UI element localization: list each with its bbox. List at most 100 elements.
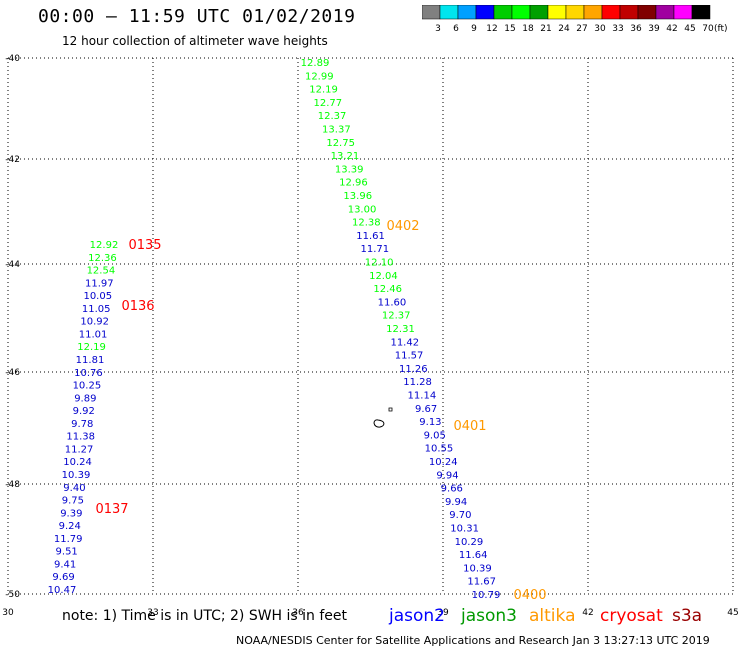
color-label: 42 xyxy=(666,24,677,34)
color-label: 6 xyxy=(453,24,459,34)
y-tick-label: -44 xyxy=(5,260,20,270)
swh-value: 12.89 xyxy=(301,58,330,69)
swh-value: 9.13 xyxy=(419,417,441,428)
legend-note: note: 1) Time is in UTC; 2) SWH is in fe… xyxy=(62,608,348,624)
swh-value: 11.64 xyxy=(459,550,488,561)
color-label: 27 xyxy=(576,24,587,34)
swh-value: 9.24 xyxy=(59,521,81,532)
swh-value: 9.94 xyxy=(436,470,458,481)
x-tick-label: 45 xyxy=(727,608,738,618)
color-label: 36 xyxy=(630,24,642,34)
color-label: 39 xyxy=(648,24,660,34)
swh-value: 11.79 xyxy=(54,534,83,545)
map-subtitle: 12 hour collection of altimeter wave hei… xyxy=(62,34,328,48)
color-swatch xyxy=(673,5,693,20)
color-label: 45 xyxy=(684,24,695,34)
color-swatch xyxy=(691,5,711,20)
footer-credit: NOAA/NESDIS Center for Satellite Applica… xyxy=(236,634,710,647)
swh-value: 12.19 xyxy=(309,85,338,96)
swh-value: 11.26 xyxy=(399,364,428,375)
color-swatch xyxy=(529,5,549,20)
color-label: 15 xyxy=(504,24,515,34)
swh-value: 9.92 xyxy=(73,406,95,417)
swh-value: 13.21 xyxy=(331,151,360,162)
color-swatch xyxy=(439,5,459,20)
swh-value: 9.66 xyxy=(441,484,463,495)
swh-value: 10.76 xyxy=(74,368,103,379)
pass-time-label: 0136 xyxy=(121,299,154,314)
swh-value: 11.42 xyxy=(390,337,419,348)
swh-value: 11.28 xyxy=(403,377,432,388)
color-unit: (ft) xyxy=(714,24,728,34)
swh-value: 12.99 xyxy=(305,71,334,82)
y-tick-label: -50 xyxy=(5,590,20,600)
swh-value: 9.41 xyxy=(54,559,76,570)
color-label: 18 xyxy=(522,24,534,34)
swh-value: 12.96 xyxy=(339,178,368,189)
swh-value: 11.60 xyxy=(378,297,407,308)
swh-value: 11.27 xyxy=(65,444,94,455)
color-swatch xyxy=(422,5,441,20)
swh-value: 9.39 xyxy=(60,508,82,519)
swh-value: 10.55 xyxy=(425,444,454,455)
swh-value: 10.79 xyxy=(472,590,501,601)
color-swatch xyxy=(493,5,513,20)
pass-time-label: 0402 xyxy=(386,219,419,234)
swh-value: 10.05 xyxy=(83,291,112,302)
swh-value: 12.36 xyxy=(88,253,117,264)
swh-value: 9.51 xyxy=(56,547,78,558)
island-outline xyxy=(373,407,393,428)
swh-value: 9.94 xyxy=(445,497,467,508)
color-label: 30 xyxy=(594,24,606,34)
swh-value: 11.57 xyxy=(395,351,424,362)
map-grid xyxy=(7,57,734,595)
color-label: 3 xyxy=(435,24,441,34)
y-tick-label: -48 xyxy=(5,480,20,490)
swh-value: 11.38 xyxy=(66,432,95,443)
pass-time-label: 0400 xyxy=(513,588,546,603)
color-swatch xyxy=(601,5,621,20)
swh-value: 10.29 xyxy=(455,537,484,548)
y-tick-label: -40 xyxy=(5,54,20,64)
pass-time-labels: 0402 0401 0400 0135 0136 0137 xyxy=(95,219,546,603)
color-scale-bar: 3 6 9 12 15 18 21 24 27 30 33 36 39 42 45 70 (ft) xyxy=(422,5,728,34)
swh-value: 10.39 xyxy=(463,563,492,574)
satellite-legend-cryosat: cryosat xyxy=(600,606,663,626)
satellite-legend-jason2: jason2 xyxy=(389,606,445,626)
swh-value: 9.05 xyxy=(424,430,446,441)
swh-values: 12.89 12.99 12.19 12.77 12.37 13.37 12.75 13.21… xyxy=(48,58,501,601)
swh-value: 10.47 xyxy=(48,585,77,596)
swh-value: 11.61 xyxy=(356,231,385,242)
swh-value: 11.67 xyxy=(467,577,496,588)
swh-value: 10.92 xyxy=(80,317,109,328)
swh-value: 11.01 xyxy=(79,329,108,340)
pass-time-label: 0401 xyxy=(453,419,486,434)
swh-value: 12.77 xyxy=(314,98,343,109)
swh-value: 12.46 xyxy=(373,284,402,295)
swh-value: 12.31 xyxy=(386,324,415,335)
swh-value: 11.05 xyxy=(82,304,111,315)
swh-value: 10.31 xyxy=(450,524,479,535)
color-label: 12 xyxy=(486,24,497,34)
swh-value: 11.97 xyxy=(85,278,114,289)
y-tick-label: -42 xyxy=(5,155,20,165)
color-swatch xyxy=(637,5,657,20)
color-label: 21 xyxy=(540,24,551,34)
swh-value: 10.24 xyxy=(63,457,92,468)
swh-value: 9.40 xyxy=(63,483,85,494)
swh-value: 13.96 xyxy=(343,191,372,202)
swh-value: 13.39 xyxy=(335,164,364,175)
satellite-legend-altika: altika xyxy=(529,606,576,626)
color-swatch xyxy=(565,5,585,20)
swh-value: 9.67 xyxy=(415,404,437,415)
satellite-legend-s3a: s3a xyxy=(672,606,703,626)
swh-value: 10.39 xyxy=(62,470,91,481)
color-swatch xyxy=(511,5,531,20)
color-label: 70 xyxy=(702,24,714,34)
swh-value: 9.78 xyxy=(71,419,93,430)
pass-time-label: 0135 xyxy=(128,238,161,253)
color-label: 33 xyxy=(612,24,623,34)
color-swatch xyxy=(619,5,639,20)
swh-value: 11.81 xyxy=(76,355,105,366)
pass-time-label: 0137 xyxy=(95,502,128,517)
